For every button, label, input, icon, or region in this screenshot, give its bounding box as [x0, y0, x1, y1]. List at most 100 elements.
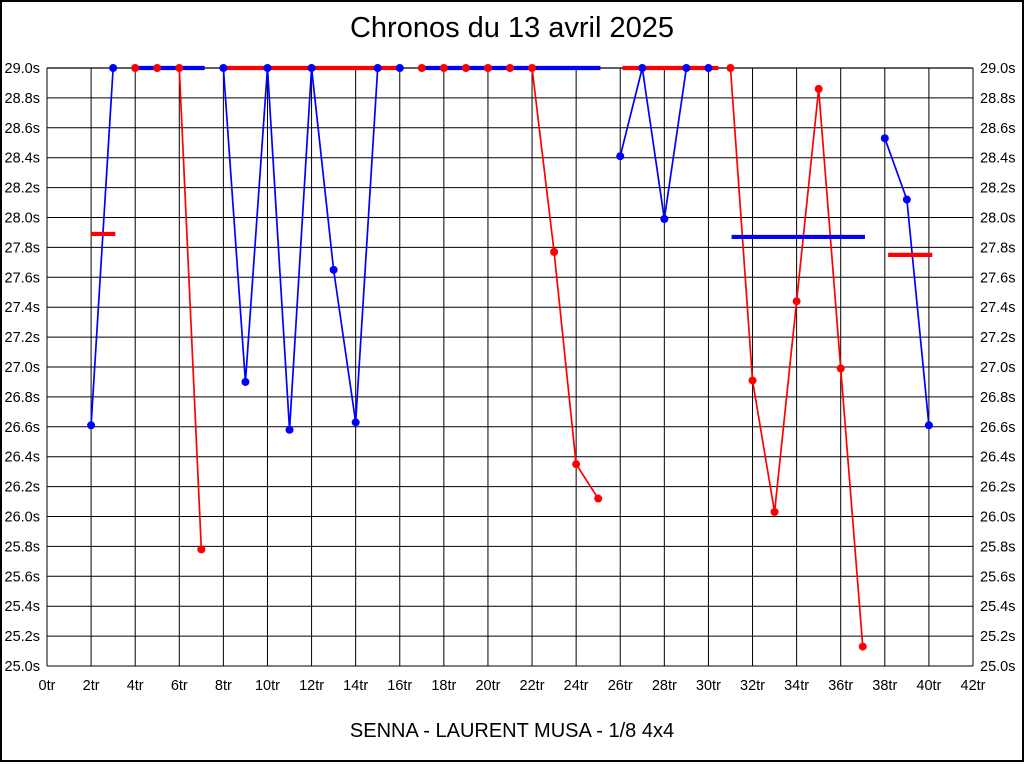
x-axis-label: 12tr	[299, 678, 324, 694]
run-2-lap-point	[131, 64, 140, 72]
run-5-lap-point	[704, 64, 713, 72]
run-3-lap-point	[285, 425, 294, 434]
x-axis-label: 18tr	[431, 678, 456, 694]
y-axis-label-left: 25.0s	[5, 659, 40, 675]
run-6-lap-point	[814, 84, 823, 93]
x-axis-label: 4tr	[127, 678, 144, 694]
run-7-lap-point	[924, 421, 933, 430]
run-5-lap-point	[682, 64, 691, 72]
y-axis-label-right: 27.6s	[980, 270, 1015, 286]
y-axis-label-left: 29.0s	[5, 61, 40, 77]
y-axis-label-right: 28.2s	[980, 181, 1015, 197]
run-4-lap-point	[417, 64, 426, 72]
run-6-lap-point	[792, 297, 801, 306]
run-4-lap-point	[594, 494, 603, 503]
x-axis-label: 24tr	[564, 678, 589, 694]
run-3-lap-point	[219, 64, 228, 72]
x-axis-label: 34tr	[784, 678, 809, 694]
x-axis-label: 0tr	[39, 678, 56, 694]
y-axis-label-left: 27.2s	[5, 330, 40, 346]
run-3-lap-point	[351, 418, 360, 427]
run-6-lap-point	[770, 508, 779, 517]
y-axis-label-left: 25.6s	[5, 569, 40, 585]
y-axis-label-left: 26.8s	[5, 390, 40, 406]
run-6-lap-point	[748, 376, 757, 385]
y-axis-label-right: 25.2s	[980, 629, 1015, 645]
y-axis-label-right: 27.4s	[980, 300, 1015, 316]
x-axis-label: 22tr	[520, 678, 545, 694]
x-axis-label: 40tr	[916, 678, 941, 694]
x-axis-label: 28tr	[652, 678, 677, 694]
x-axis-label: 42tr	[961, 678, 986, 694]
run-3-lap-point	[329, 265, 338, 274]
y-axis-label-right: 26.4s	[980, 450, 1015, 466]
y-axis-label-right: 28.6s	[980, 121, 1015, 137]
run-1-line	[90, 67, 114, 426]
y-axis-label-left: 27.6s	[5, 270, 40, 286]
y-axis-label-left: 28.2s	[5, 181, 40, 197]
run-4-lap-point	[439, 64, 448, 72]
run-7-lap-point	[902, 195, 911, 204]
y-axis-label-right: 25.8s	[980, 539, 1015, 555]
y-axis-label-left: 28.6s	[5, 121, 40, 137]
x-axis-label: 16tr	[387, 678, 412, 694]
y-axis-label-left: 26.0s	[5, 510, 40, 526]
y-axis-label-left: 27.0s	[5, 360, 40, 376]
chart-title: Chronos du 13 avril 2025	[349, 12, 675, 44]
y-axis-label-right: 28.8s	[980, 91, 1015, 107]
run-5-lap-point	[616, 152, 625, 161]
chart-footer: SENNA - LAURENT MUSA - 1/8 4x4	[349, 720, 675, 742]
y-axis-label-right: 29.0s	[980, 61, 1015, 77]
x-axis-label: 2tr	[83, 678, 100, 694]
run-4-lap-point	[461, 64, 470, 72]
y-axis-label-right: 28.0s	[980, 211, 1015, 227]
run-4-lap-point	[572, 460, 581, 469]
y-axis-label-right: 26.8s	[980, 390, 1015, 406]
y-axis-label-left: 26.6s	[5, 420, 40, 436]
run-3-lap-point	[263, 64, 272, 72]
y-axis-label-right: 26.0s	[980, 510, 1015, 526]
run-3-lap-point	[395, 64, 404, 72]
run-4-lap-point	[550, 247, 559, 256]
run-4-lap-point	[506, 64, 514, 72]
y-axis-label-left: 27.4s	[5, 300, 40, 316]
run-3-lap-point	[373, 64, 382, 72]
x-axis-label: 38tr	[872, 678, 897, 694]
run-1-lap-point	[109, 64, 118, 72]
y-axis-label-left: 28.8s	[5, 91, 40, 107]
y-axis-label-left: 25.8s	[5, 539, 40, 555]
run-4-lap-point	[483, 64, 492, 72]
run-4-line	[421, 67, 599, 500]
x-axis-label: 10tr	[255, 678, 280, 694]
run-4-lap-point	[528, 64, 537, 72]
run-3-lap-point	[241, 377, 250, 386]
x-axis-label: 6tr	[171, 678, 188, 694]
run-6-lap-point	[726, 64, 735, 72]
y-axis-label-left: 26.2s	[5, 480, 40, 496]
y-axis-label-right: 27.2s	[980, 330, 1015, 346]
x-axis-label: 20tr	[475, 678, 500, 694]
x-axis-label: 26tr	[608, 678, 633, 694]
y-axis-label-right: 25.4s	[980, 599, 1015, 615]
run-6-lap-point	[858, 642, 867, 651]
x-axis-label: 14tr	[343, 678, 368, 694]
run-7-line	[884, 137, 930, 426]
y-axis-label-right: 26.6s	[980, 420, 1015, 436]
run-1-lap-point	[87, 421, 96, 430]
x-axis-label: 30tr	[696, 678, 721, 694]
run-6-lap-point	[836, 364, 845, 373]
x-axis-label: 8tr	[215, 678, 232, 694]
y-axis-label-left: 28.4s	[5, 151, 40, 167]
y-axis-label-right: 25.6s	[980, 569, 1015, 585]
y-axis-label-right: 27.8s	[980, 240, 1015, 256]
y-axis-label-right: 27.0s	[980, 360, 1015, 376]
run-2-line	[135, 67, 203, 550]
run-3-lap-point	[307, 64, 316, 72]
run-5-lap-point	[660, 214, 669, 223]
y-axis-label-right: 25.0s	[980, 659, 1015, 675]
y-axis-label-left: 28.0s	[5, 211, 40, 227]
y-axis-label-left: 25.4s	[5, 599, 40, 615]
run-5-lap-point	[638, 64, 647, 72]
